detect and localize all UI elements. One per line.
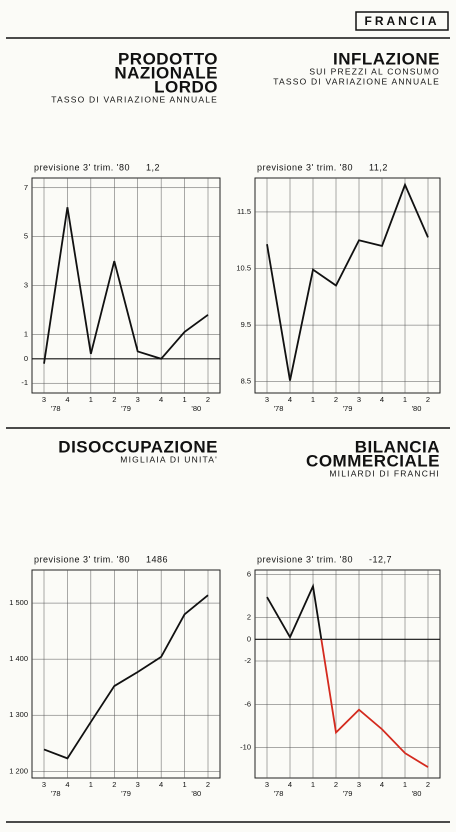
annotation: previsione 3' trim. '80 bbox=[257, 162, 353, 172]
x-tick-label: 2 bbox=[112, 395, 116, 404]
year-label: '78 bbox=[274, 789, 284, 798]
y-tick-label: -1 bbox=[21, 378, 28, 387]
chart-title: INFLAZIONE bbox=[333, 49, 440, 68]
x-tick-label: 4 bbox=[380, 780, 384, 789]
y-tick-label: -10 bbox=[240, 743, 251, 752]
year-label: '80 bbox=[412, 404, 422, 413]
y-tick-label: 2 bbox=[247, 613, 251, 622]
y-tick-label: 9.5 bbox=[241, 320, 251, 329]
y-tick-label: 0 bbox=[247, 634, 251, 643]
chart-title: DISOCCUPAZIONE bbox=[58, 437, 218, 456]
line bbox=[43, 594, 209, 760]
annotation: previsione 3' trim. '80 bbox=[257, 554, 353, 564]
year-label: '79 bbox=[121, 404, 131, 413]
x-tick-label: 1 bbox=[403, 780, 407, 789]
y-tick-label: 7 bbox=[24, 183, 28, 192]
x-tick-label: 1 bbox=[182, 395, 186, 404]
line bbox=[266, 182, 429, 381]
y-tick-label: -2 bbox=[244, 656, 251, 665]
x-tick-label: 4 bbox=[159, 780, 163, 789]
y-tick-label: 3 bbox=[24, 280, 28, 289]
annotation: previsione 3' trim. '80 bbox=[34, 554, 130, 564]
x-tick-label: 2 bbox=[426, 780, 430, 789]
x-tick-label: 3 bbox=[42, 395, 46, 404]
x-tick-label: 1 bbox=[89, 395, 93, 404]
y-tick-label: 1 300 bbox=[9, 710, 28, 719]
y-tick-label: 8.5 bbox=[241, 377, 251, 386]
x-tick-label: 4 bbox=[288, 780, 292, 789]
x-tick-label: 3 bbox=[265, 780, 269, 789]
year-label: '80 bbox=[191, 789, 201, 798]
year-label: '79 bbox=[343, 789, 353, 798]
year-label: '79 bbox=[343, 404, 353, 413]
y-tick-label: 1 500 bbox=[9, 598, 28, 607]
x-tick-label: 1 bbox=[311, 395, 315, 404]
y-tick-label: 1 bbox=[24, 329, 28, 338]
y-tick-label: 6 bbox=[247, 569, 251, 578]
x-tick-label: 2 bbox=[206, 780, 210, 789]
forecast-label: 11,2 bbox=[369, 162, 388, 172]
year-label: '80 bbox=[191, 404, 201, 413]
header-box bbox=[355, 11, 449, 31]
y-tick-label: 10.5 bbox=[236, 264, 251, 273]
chart-title: LORDO bbox=[154, 77, 218, 96]
line bbox=[43, 207, 209, 364]
chart-subtitle: MIGLIAIA DI UNITA' bbox=[120, 454, 218, 464]
y-tick-label: 1 400 bbox=[9, 654, 28, 663]
x-tick-label: 3 bbox=[357, 780, 361, 789]
line bbox=[266, 583, 323, 640]
annotation: previsione 3' trim. '80 bbox=[34, 162, 130, 172]
line-negative bbox=[320, 639, 429, 768]
x-tick-label: 4 bbox=[159, 395, 163, 404]
x-tick-label: 3 bbox=[265, 395, 269, 404]
y-tick-label: 5 bbox=[24, 232, 28, 241]
chart-subtitle: MILIARDI DI FRANCHI bbox=[329, 468, 440, 478]
chart-title: BILANCIA bbox=[355, 437, 440, 456]
forecast-label: -12,7 bbox=[369, 554, 392, 564]
year-label: '80 bbox=[412, 789, 422, 798]
year-label: '79 bbox=[121, 789, 131, 798]
x-tick-label: 3 bbox=[136, 780, 140, 789]
year-label: '78 bbox=[51, 789, 61, 798]
plot-frame bbox=[254, 177, 441, 394]
x-tick-label: 1 bbox=[182, 780, 186, 789]
x-tick-label: 2 bbox=[112, 780, 116, 789]
y-tick-label: -6 bbox=[244, 699, 251, 708]
x-tick-label: 3 bbox=[357, 395, 361, 404]
y-tick-label: 0 bbox=[24, 354, 28, 363]
plot-frame bbox=[31, 569, 221, 779]
year-label: '78 bbox=[51, 404, 61, 413]
year-label: '78 bbox=[274, 404, 284, 413]
x-tick-label: 2 bbox=[206, 395, 210, 404]
chart-title: COMMERCIALE bbox=[306, 451, 440, 470]
y-tick-label: 1 200 bbox=[9, 766, 28, 775]
x-tick-label: 1 bbox=[311, 780, 315, 789]
forecast-label: 1486 bbox=[146, 554, 168, 564]
y-tick-label: 11.5 bbox=[237, 207, 251, 216]
x-tick-label: 4 bbox=[65, 780, 69, 789]
x-tick-label: 4 bbox=[65, 395, 69, 404]
x-tick-label: 2 bbox=[426, 395, 430, 404]
x-tick-label: 3 bbox=[136, 395, 140, 404]
x-tick-label: 2 bbox=[334, 395, 338, 404]
header: FRANCIA bbox=[365, 14, 440, 28]
chart-subtitle: TASSO DI VARIAZIONE ANNUALE bbox=[51, 94, 218, 104]
x-tick-label: 1 bbox=[403, 395, 407, 404]
x-tick-label: 4 bbox=[288, 395, 292, 404]
forecast-label: 1,2 bbox=[146, 162, 160, 172]
x-tick-label: 2 bbox=[334, 780, 338, 789]
chart-subtitle: SUI PREZZI AL CONSUMO bbox=[309, 66, 440, 76]
chart-title: PRODOTTO bbox=[118, 49, 218, 68]
x-tick-label: 3 bbox=[42, 780, 46, 789]
x-tick-label: 1 bbox=[89, 780, 93, 789]
chart-subtitle: TASSO DI VARIAZIONE ANNUALE bbox=[273, 76, 440, 86]
x-tick-label: 4 bbox=[380, 395, 384, 404]
chart-title: NAZIONALE bbox=[114, 63, 218, 82]
plot-frame bbox=[254, 569, 441, 779]
